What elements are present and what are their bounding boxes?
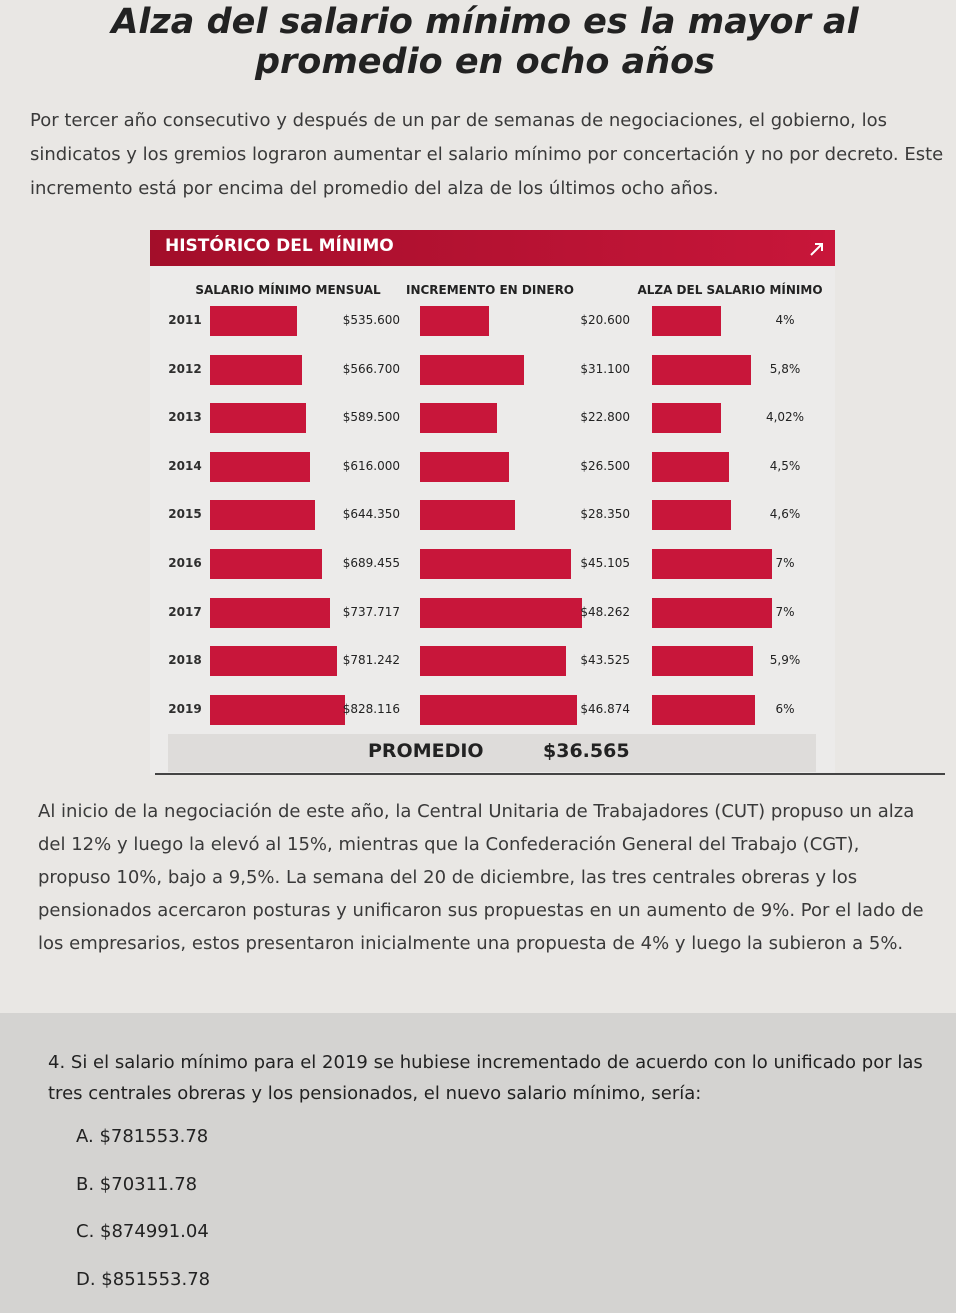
- title: Alza del salario mínimo es la mayor al p…: [111, 2, 859, 82]
- bar: [420, 646, 567, 677]
- year-label: 2014: [168, 458, 202, 473]
- bar: [652, 354, 752, 385]
- arrow-icon: [810, 243, 823, 256]
- chart-title: HISTÓRICO DEL MÍNIMO: [165, 236, 394, 256]
- rule: [155, 773, 945, 775]
- bar: [652, 694, 755, 725]
- value-label: $589.500: [342, 410, 400, 425]
- body-text: Al inicio de la negociación de este año,…: [38, 801, 924, 954]
- bar: [210, 694, 345, 725]
- bar: [420, 500, 516, 531]
- bar: [420, 306, 490, 336]
- value-label: $48.262: [580, 604, 630, 619]
- bar: [420, 403, 497, 434]
- value-label: $644.350: [342, 507, 400, 522]
- average-strip: [168, 734, 816, 772]
- bar: [420, 597, 582, 628]
- year-label: 2013: [168, 410, 202, 425]
- value-label: 6%: [775, 701, 795, 716]
- bar: [652, 451, 730, 482]
- value-label: $535.600: [342, 313, 400, 327]
- bar: [210, 354, 303, 385]
- bar: [210, 500, 316, 531]
- value-label: $31.100: [580, 361, 630, 376]
- value-label: $20.600: [580, 313, 630, 327]
- value-label: $45.105: [580, 556, 630, 570]
- bar: [210, 451, 311, 482]
- question-panel: [0, 1013, 956, 1313]
- value-label: $566.700: [342, 361, 400, 376]
- bar: [420, 549, 572, 579]
- option: D. $851553.78: [76, 1268, 211, 1290]
- option: A. $781553.78: [76, 1126, 209, 1147]
- column-header: SALARIO MÍNIMO MENSUAL: [195, 283, 381, 297]
- average-value: $36.565: [543, 740, 630, 762]
- value-label: $46.874: [580, 701, 630, 716]
- bar: [420, 694, 578, 725]
- bar: [420, 451, 509, 482]
- value-label: $22.800: [580, 410, 630, 425]
- chart-header: [150, 230, 835, 266]
- bar: [210, 646, 338, 677]
- value-label: $828.116: [342, 701, 400, 716]
- option: B. $70311.78: [76, 1173, 198, 1195]
- bar: [210, 403, 307, 434]
- bar: [652, 646, 754, 677]
- value-label: $28.350: [580, 507, 630, 522]
- bar: [652, 403, 721, 434]
- question: 4. Si el salario mínimo para el 2019 se …: [48, 1052, 923, 1104]
- value-label: 7%: [775, 556, 795, 570]
- value-label: 5,9%: [769, 653, 801, 668]
- column-header: ALZA DEL SALARIO MÍNIMO: [637, 283, 823, 297]
- intro: Por tercer año consecutivo y después de …: [30, 110, 944, 199]
- value-label: $737.717: [342, 604, 400, 619]
- value-label: $26.500: [580, 458, 630, 473]
- year-label: 2019: [168, 701, 202, 716]
- bar: [210, 597, 331, 628]
- bar: [210, 549, 323, 579]
- value-label: $43.525: [580, 653, 630, 668]
- value-label: 4,5%: [769, 458, 801, 473]
- value-label: $781.242: [342, 653, 400, 668]
- value-label: 4%: [775, 313, 795, 327]
- option: C. $874991.04: [76, 1221, 209, 1242]
- year-label: 2016: [168, 556, 202, 570]
- column-header: INCREMENTO EN DINERO: [405, 283, 575, 297]
- bar: [652, 306, 721, 336]
- year-label: 2012: [168, 361, 202, 376]
- bar: [652, 500, 731, 531]
- value-label: 4,6%: [769, 507, 801, 522]
- value-label: $689.455: [342, 556, 400, 570]
- value-label: $616.000: [342, 458, 400, 473]
- average-label: PROMEDIO: [368, 740, 484, 762]
- value-label: 5,8%: [769, 361, 801, 376]
- bar: [652, 597, 772, 628]
- year-label: 2015: [168, 507, 202, 522]
- year-label: 2018: [168, 653, 202, 668]
- bar: [210, 306, 298, 336]
- value-label: 7%: [775, 604, 795, 619]
- year-label: 2017: [168, 604, 202, 619]
- year-label: 2011: [168, 313, 202, 327]
- bar: [420, 354, 525, 385]
- bar: [652, 549, 772, 579]
- value-label: 4,02%: [765, 410, 805, 425]
